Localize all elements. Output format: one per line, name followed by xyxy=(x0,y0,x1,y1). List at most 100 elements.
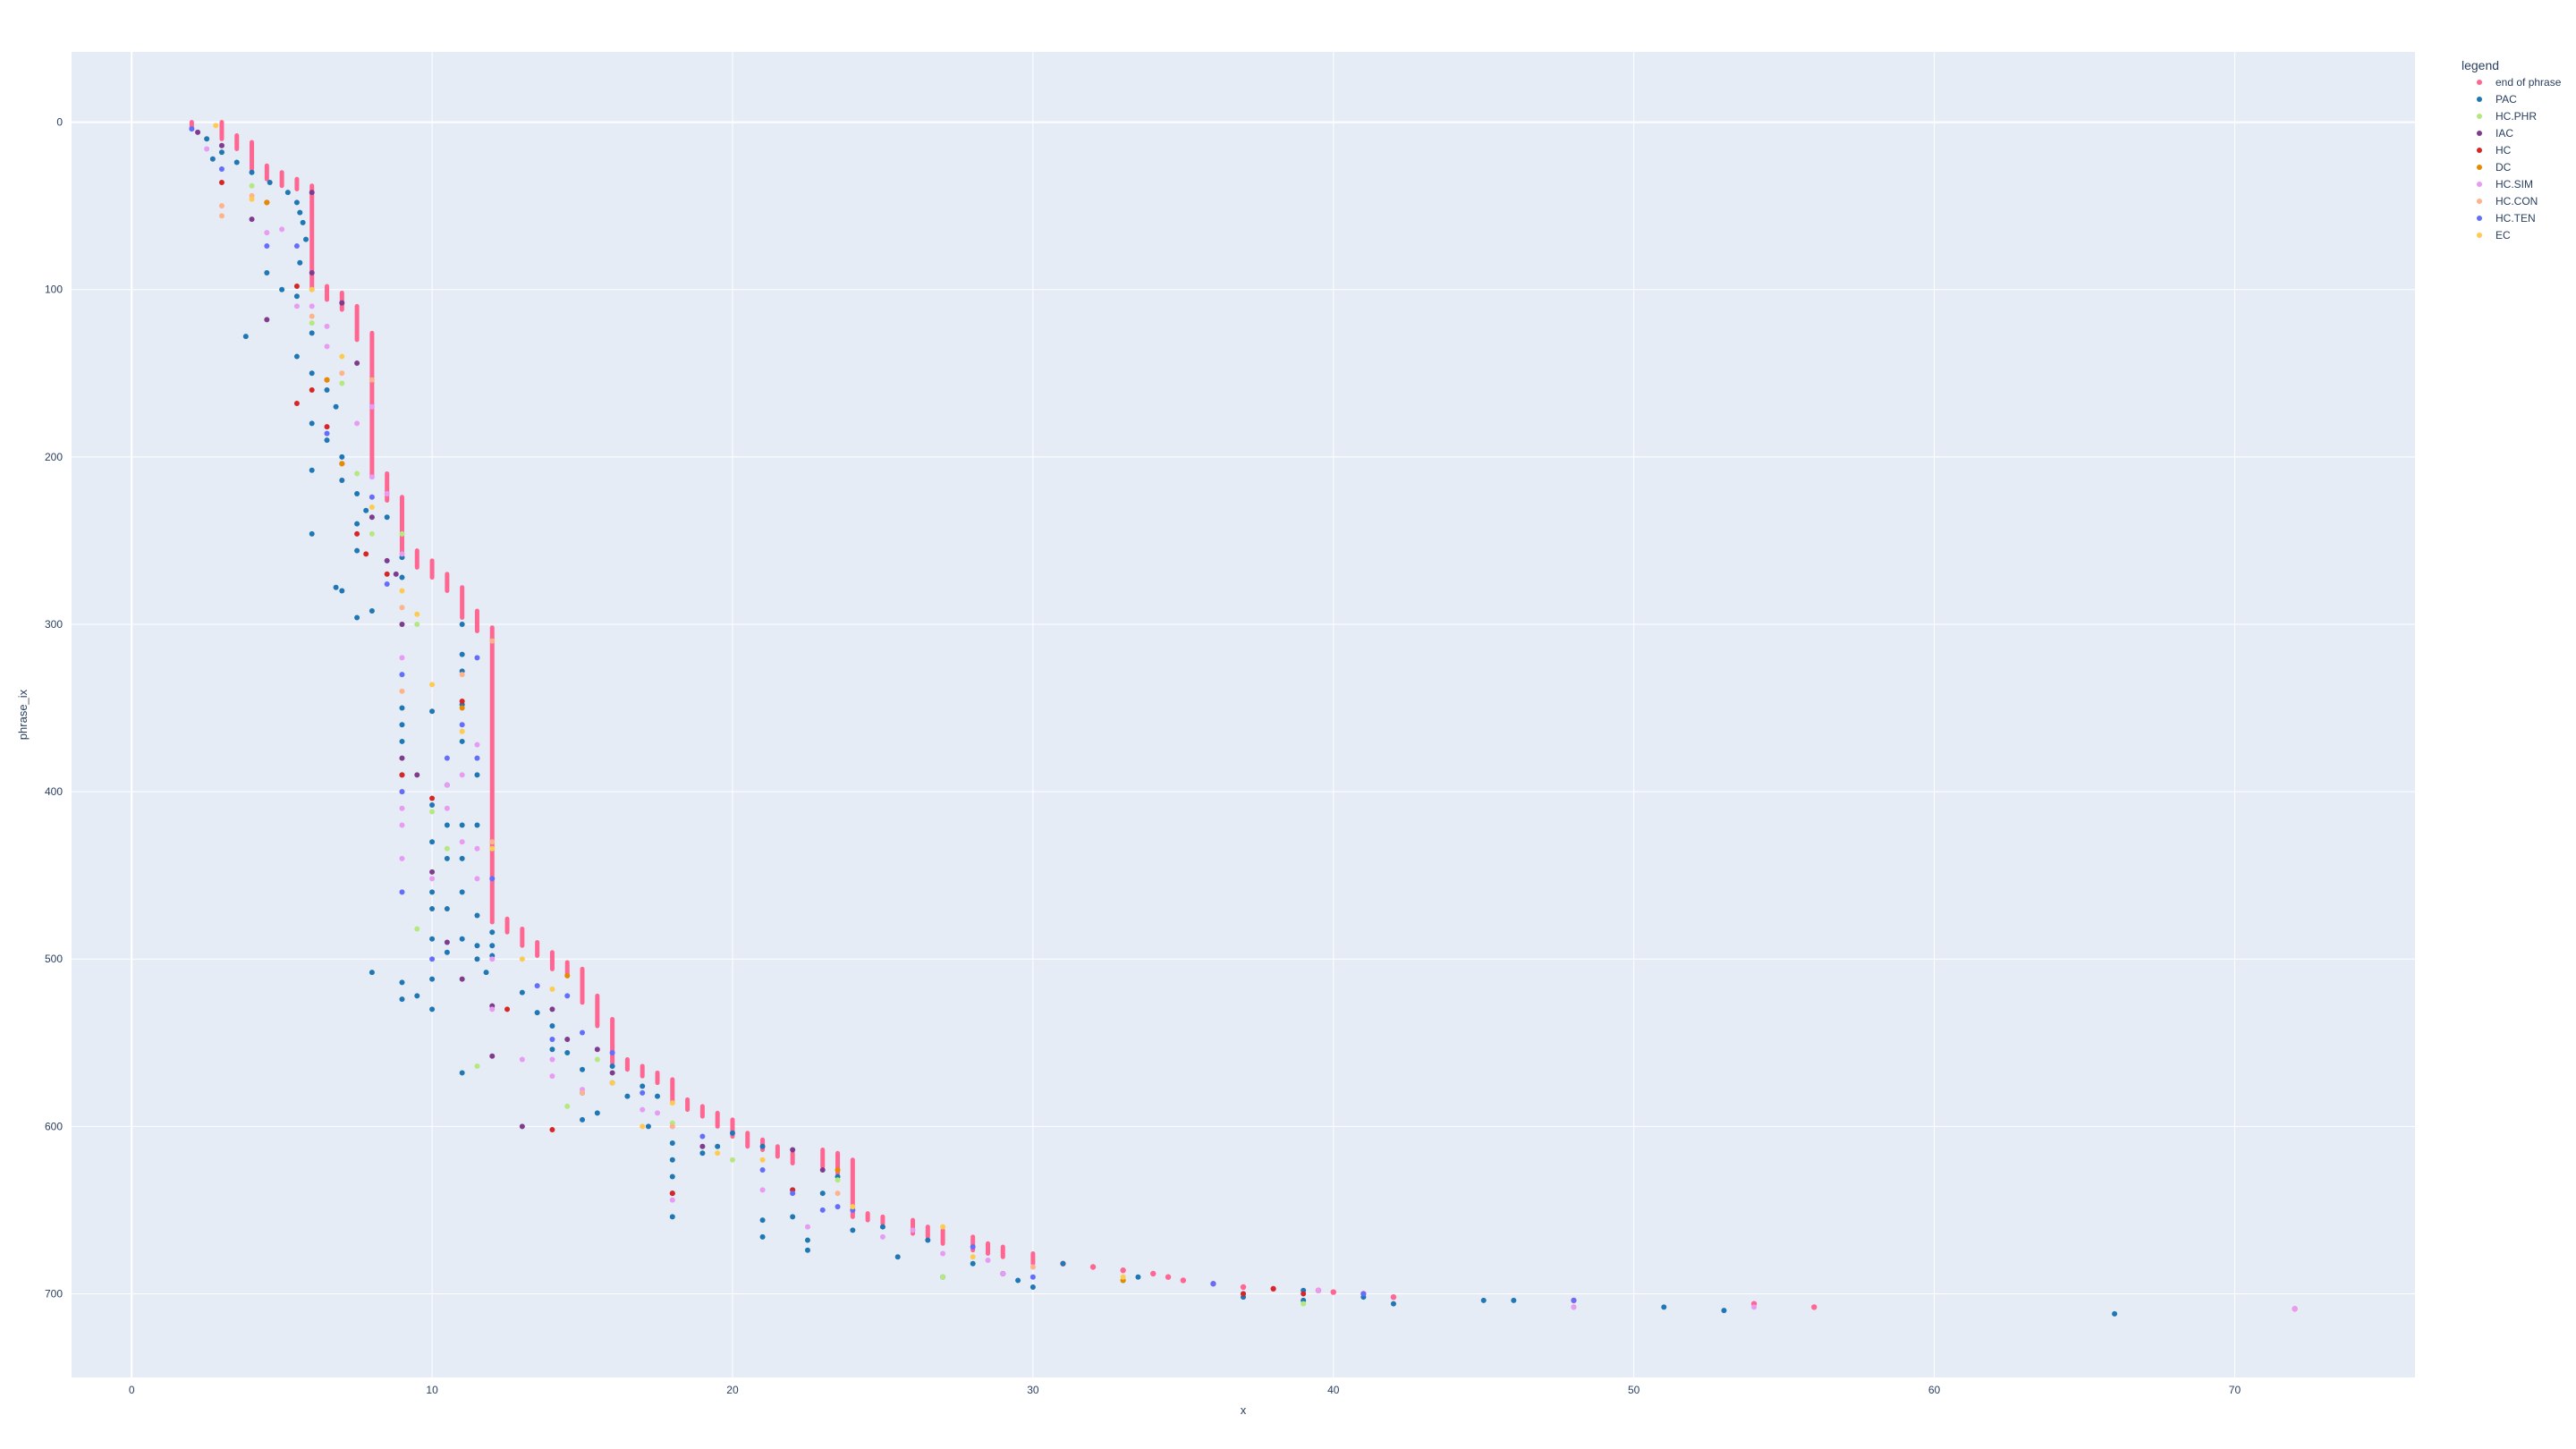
point-pac xyxy=(580,1116,586,1123)
point-hc-sim xyxy=(384,491,390,496)
point-iac xyxy=(264,317,270,323)
point-pac xyxy=(429,802,436,809)
point-iac xyxy=(414,772,420,778)
point-hc-sim xyxy=(429,876,436,882)
point-hc xyxy=(293,400,300,406)
point-hc-sim xyxy=(354,420,360,427)
point-ec xyxy=(459,728,465,734)
point-hc-phr xyxy=(474,1063,480,1069)
point-hc-sim xyxy=(910,1227,916,1233)
x-axis-title: x xyxy=(1241,1403,1247,1417)
point-pac xyxy=(819,1191,826,1197)
point-hc-ten xyxy=(399,789,405,795)
point-hc-con xyxy=(835,1191,841,1197)
point-hc-ten xyxy=(580,1030,586,1036)
point-pac xyxy=(655,1093,660,1099)
point-ec xyxy=(549,986,555,992)
point-hc-ten xyxy=(1571,1297,1577,1303)
point-hc-sim xyxy=(655,1110,660,1116)
point-pac xyxy=(309,330,315,336)
point-pac xyxy=(2112,1310,2118,1317)
point-iac xyxy=(309,270,315,275)
legend-label-pac: PAC xyxy=(2496,93,2517,106)
point-iac xyxy=(218,142,225,148)
point-pac xyxy=(474,772,480,778)
point-hc-phr xyxy=(309,320,315,326)
point-pac xyxy=(474,956,480,962)
point-pac xyxy=(790,1214,796,1220)
point-hc-sim xyxy=(264,230,270,236)
point-hc xyxy=(1241,1291,1246,1297)
point-hc xyxy=(1301,1291,1307,1297)
point-pac xyxy=(242,334,249,340)
point-hc-sim xyxy=(369,474,375,480)
point-hc-ten xyxy=(489,876,496,882)
point-pac xyxy=(309,530,315,537)
point-hc xyxy=(324,424,330,430)
point-hc-ten xyxy=(1030,1274,1036,1280)
point-pac xyxy=(218,149,225,156)
point-pac xyxy=(645,1123,651,1130)
end-of-phrase-point xyxy=(1330,1289,1336,1295)
point-hc-sim xyxy=(474,741,480,748)
point-hc-ten xyxy=(819,1207,826,1213)
point-pac xyxy=(459,738,465,744)
legend[interactable]: legend end of phrase PAC HC.PHR IAC HC DC HC.S… xyxy=(2462,58,2562,242)
point-pac xyxy=(233,159,240,165)
point-hc-sim xyxy=(549,1056,555,1063)
point-pac xyxy=(309,370,315,377)
point-pac xyxy=(333,584,339,590)
point-hc xyxy=(399,772,405,778)
point-pac xyxy=(609,1063,615,1069)
point-hc-phr xyxy=(444,845,450,852)
point-hc-ten xyxy=(759,1166,766,1173)
point-pac xyxy=(459,1070,465,1076)
point-dc xyxy=(264,199,270,206)
point-hc-ten xyxy=(699,1133,706,1140)
point-pac xyxy=(309,467,315,473)
point-hc-ten xyxy=(369,494,375,500)
point-pac xyxy=(399,705,405,711)
point-hc-sim xyxy=(369,403,375,410)
point-iac xyxy=(369,514,375,521)
end-of-phrase-point xyxy=(1180,1277,1187,1284)
point-pac xyxy=(300,219,306,225)
y-tick-label: 600 xyxy=(45,1120,63,1132)
point-hc xyxy=(1270,1285,1276,1292)
point-hc xyxy=(293,283,300,289)
point-iac xyxy=(309,190,315,196)
point-pac xyxy=(429,906,436,912)
point-pac xyxy=(549,1046,555,1053)
point-dc xyxy=(324,377,330,383)
point-pac xyxy=(429,936,436,942)
point-iac xyxy=(444,939,450,945)
end-of-phrase-point xyxy=(1150,1270,1157,1277)
point-hc-con xyxy=(218,213,225,219)
point-pac xyxy=(414,993,420,999)
plot-background xyxy=(72,52,2415,1377)
legend-label-hc-sim: HC.SIM xyxy=(2496,178,2533,191)
point-pac xyxy=(293,293,300,300)
point-hc-phr xyxy=(729,1157,735,1163)
point-hc xyxy=(363,551,369,557)
legend-marker-end-of-phrase xyxy=(2477,80,2482,85)
point-hc-con xyxy=(1030,1264,1036,1270)
point-hc-ten xyxy=(324,430,330,436)
end-of-phrase-point xyxy=(1811,1304,1818,1310)
point-dc xyxy=(835,1166,841,1173)
point-pac xyxy=(369,607,375,614)
point-pac xyxy=(279,286,285,292)
point-ec xyxy=(609,1080,615,1086)
point-pac xyxy=(354,547,360,554)
point-hc-sim xyxy=(985,1258,991,1264)
point-iac xyxy=(594,1046,600,1053)
point-hc-sim xyxy=(1000,1270,1006,1276)
point-iac xyxy=(249,216,255,223)
legend-marker-hc-phr xyxy=(2477,114,2482,119)
point-iac xyxy=(195,129,201,135)
point-iac xyxy=(549,1006,555,1013)
legend-marker-hc xyxy=(2477,148,2482,153)
point-hc-ten xyxy=(429,956,436,962)
legend-label-hc-ten: HC.TEN xyxy=(2496,212,2536,225)
y-tick-label: 700 xyxy=(45,1287,63,1300)
